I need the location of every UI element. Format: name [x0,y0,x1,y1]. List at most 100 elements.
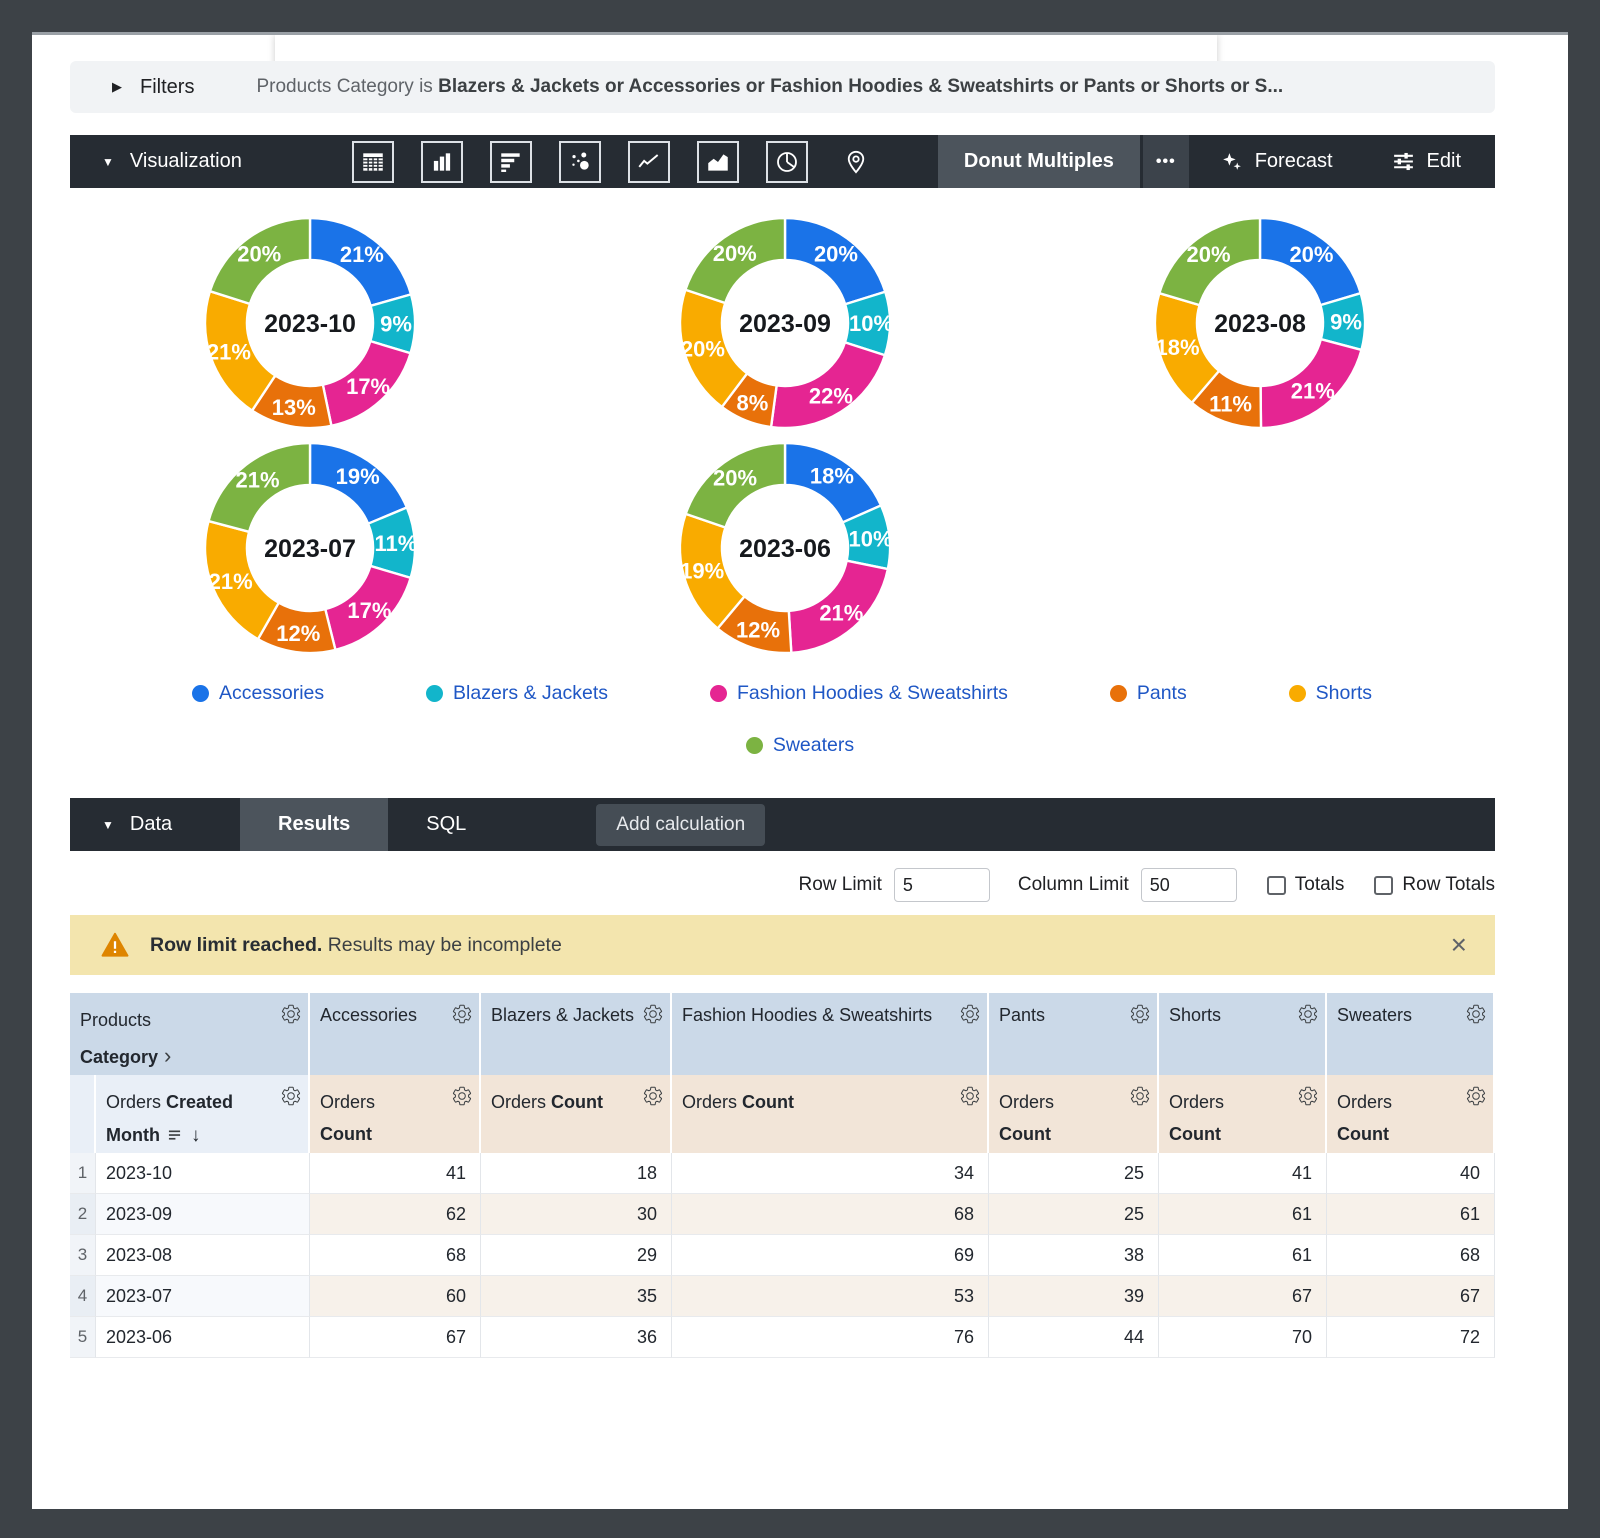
row-totals-label: Row Totals [1402,874,1495,895]
add-calculation-button[interactable]: Add calculation [596,803,766,846]
column-header-orders-count[interactable]: Orders Count [481,1075,672,1153]
donut-percent-label: 21% [207,339,251,364]
donut-percent-label: 9% [1330,309,1362,334]
table-row: 3 2023-08 68 29 69 38 61 68 [70,1235,1495,1276]
column-header-Pants[interactable]: Pants [989,993,1159,1075]
gear-icon[interactable] [1297,1085,1319,1118]
count-cell: 36 [481,1317,672,1358]
tab-sql[interactable]: SQL [426,813,467,835]
legend-item-Fashion Hoodies & Sweatshirts[interactable]: Fashion Hoodies & Sweatshirts [709,682,1008,705]
column-header-Blazers & Jackets[interactable]: Blazers & Jackets [481,993,672,1075]
column-header-orders-count[interactable]: Orders Count [672,1075,989,1153]
data-bar: ▼ Data Results SQL Add calculation [70,798,1495,851]
donut-slice-Sweaters[interactable] [684,216,787,305]
count-cell: 67 [1327,1276,1495,1317]
gear-icon[interactable] [959,1003,981,1030]
legend-dot [192,684,209,702]
row-limit-warning-banner: Row limit reached. Results may be incomp… [70,915,1495,975]
donut-slice-Sweaters[interactable] [208,216,312,306]
pie-chart-icon[interactable] [766,140,808,183]
donut-percent-label: 20% [1289,242,1333,267]
donut-slice-Sweaters[interactable] [684,441,787,529]
donut-percent-label: 20% [681,336,725,361]
donut-slice-Sweaters[interactable] [1158,216,1262,307]
row-number-cell: 5 [70,1317,96,1358]
warning-icon [101,932,129,957]
donut-percent-label: 20% [814,241,858,266]
gear-icon[interactable] [1129,1003,1151,1030]
forecast-label: Forecast [1254,150,1333,172]
totals-checkbox[interactable] [1266,875,1286,895]
legend-dot [1288,684,1306,702]
filter-condition[interactable]: Products Category is Blazers & Jackets o… [256,76,1283,98]
table-icon[interactable] [352,140,394,183]
column-header-orders-count[interactable]: Orders Count [1327,1075,1495,1153]
gear-icon[interactable] [642,1085,664,1118]
data-section-toggle[interactable]: ▼ Data [70,813,240,836]
gear-icon[interactable] [1465,1003,1487,1030]
table-row: 5 2023-06 67 36 76 44 70 72 [70,1317,1495,1358]
legend-item-Accessories[interactable]: Accessories [192,682,324,705]
scatter-plot-icon[interactable] [559,140,601,183]
gear-icon[interactable] [1297,1003,1319,1030]
gear-icon[interactable] [451,1085,473,1118]
legend-item-Pants[interactable]: Pants [1109,682,1187,705]
map-pin-icon[interactable] [835,141,877,183]
line-chart-icon[interactable] [628,140,670,183]
donut-percent-label: 21% [819,601,863,626]
gear-icon[interactable] [1465,1085,1487,1118]
visualization-section-label: Visualization [129,150,242,172]
row-totals-checkbox[interactable] [1374,875,1394,895]
selected-viz-button[interactable]: Donut Multiples [937,135,1140,188]
count-cell: 69 [672,1235,989,1276]
chevron-right-icon[interactable]: › [164,1042,172,1068]
donut-percent-label: 10% [848,526,892,551]
legend-item-Sweaters[interactable]: Sweaters [745,734,854,757]
count-cell: 44 [989,1317,1159,1358]
column-header-products-category[interactable]: Products Category › [70,993,310,1075]
area-chart-icon[interactable] [697,140,739,183]
count-cell: 25 [989,1153,1159,1194]
close-icon[interactable]: × [1450,929,1467,960]
gear-icon[interactable] [451,1003,473,1030]
column-header-Shorts[interactable]: Shorts [1159,993,1327,1075]
column-header-Fashion Hoodies & Sweatshirts[interactable]: Fashion Hoodies & Sweatshirts [672,993,989,1075]
column-limit-label: Column Limit [1017,874,1129,895]
column-header-Sweaters[interactable]: Sweaters [1327,993,1495,1075]
gear-icon[interactable] [280,1003,302,1030]
filters-label[interactable]: Filters [140,75,195,98]
column-header-orders-count[interactable]: Orders Count [1159,1075,1327,1153]
donut-percent-label: 18% [1156,335,1200,360]
filters-expand-icon[interactable]: ▶ [112,79,122,94]
gear-icon[interactable] [1129,1085,1151,1118]
gear-icon[interactable] [280,1085,302,1118]
bar-chart-icon[interactable] [490,140,532,183]
column-limit-input[interactable] [1140,868,1237,902]
banner-text: Results may be incomplete [327,933,562,956]
donut-chart-2023-07: 19% 11% 17% 12% 21% 21% 2023-07 [203,441,417,655]
donut-percent-label: 20% [237,241,281,266]
count-cell: 68 [672,1194,989,1235]
count-cell: 67 [1159,1276,1327,1317]
column-header-Accessories[interactable]: Accessories [310,993,481,1075]
legend-item-Shorts[interactable]: Shorts [1288,681,1372,705]
visualization-section-toggle[interactable]: ▼ Visualization [70,150,330,173]
donut-slice-Sweaters[interactable] [207,441,312,534]
more-viz-button[interactable]: ••• [1142,135,1189,188]
donut-percent-label: 12% [736,617,780,642]
tab-results[interactable]: Results [240,798,389,851]
month-cell: 2023-09 [96,1194,310,1235]
legend-item-Blazers & Jackets[interactable]: Blazers & Jackets [426,682,608,705]
legend-label: Shorts [1315,681,1372,704]
forecast-button[interactable]: Forecast [1219,149,1333,174]
edit-button[interactable]: Edit [1391,149,1461,174]
column-header-orders-count[interactable]: Orders Count [310,1075,481,1153]
column-header-orders-count[interactable]: Orders Count [989,1075,1159,1153]
gear-icon[interactable] [642,1003,664,1030]
sort-icon[interactable] [166,1129,183,1142]
gear-icon[interactable] [959,1085,981,1118]
row-limit-input[interactable] [893,868,990,902]
column-header-orders-created-month[interactable]: Orders Created Month ↓ [96,1075,310,1153]
banner-bold-text: Row limit reached. [150,933,323,956]
column-chart-icon[interactable] [421,140,463,183]
